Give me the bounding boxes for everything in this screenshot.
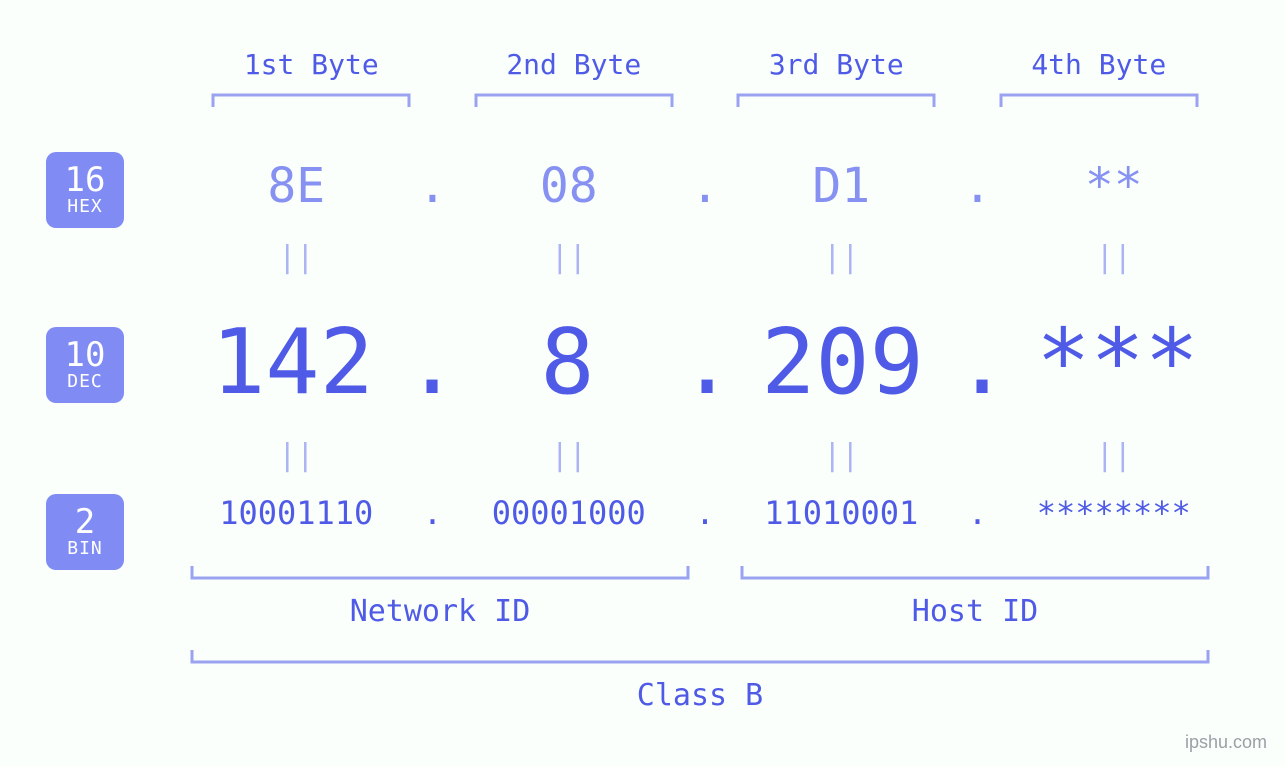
host-id-group: Host ID [740, 566, 1210, 629]
top-bracket-icon [999, 91, 1199, 107]
bin-row: 10001110 . 00001000 . 11010001 . *******… [180, 494, 1230, 532]
byte-header-3-label: 3rd Byte [769, 48, 904, 81]
bin-byte-1: 10001110 [180, 494, 413, 532]
dot-separator: . [958, 158, 998, 214]
network-id-label: Network ID [350, 594, 531, 629]
top-bracket-icon [474, 91, 674, 107]
dot-separator: . [680, 310, 730, 415]
bin-badge: 2 BIN [46, 494, 124, 570]
equals-row-2: || . || . || . || [180, 438, 1230, 473]
bin-badge-num: 2 [75, 505, 95, 541]
dot-separator: . [685, 494, 725, 532]
dec-byte-2: 8 [455, 310, 680, 415]
equals-glyph: || [725, 438, 958, 473]
hex-row: 8E . 08 . D1 . ** [180, 158, 1230, 214]
bin-byte-2: 00001000 [453, 494, 686, 532]
watermark-text: ipshu.com [1185, 732, 1267, 753]
hex-byte-3: D1 [725, 158, 958, 214]
bin-byte-4: ******** [998, 494, 1231, 532]
dec-badge-txt: DEC [67, 373, 103, 392]
byte-header-1: 1st Byte [180, 48, 443, 107]
dec-badge-num: 10 [65, 338, 106, 374]
equals-glyph: || [180, 240, 413, 275]
dot-separator: . [955, 310, 1005, 415]
byte-header-4: 4th Byte [968, 48, 1231, 107]
bottom-bracket-icon [190, 650, 1210, 666]
byte-header-4-label: 4th Byte [1031, 48, 1166, 81]
equals-glyph: || [180, 438, 413, 473]
top-bracket-icon [736, 91, 936, 107]
bin-badge-txt: BIN [67, 540, 103, 559]
dec-byte-4: *** [1005, 310, 1230, 415]
top-bracket-icon [211, 91, 411, 107]
dec-row: 142 . 8 . 209 . *** [180, 310, 1230, 415]
equals-glyph: || [453, 438, 686, 473]
byte-header-row: 1st Byte 2nd Byte 3rd Byte 4th Byte [180, 48, 1230, 107]
class-label: Class B [637, 678, 763, 713]
byte-header-3: 3rd Byte [705, 48, 968, 107]
equals-glyph: || [725, 240, 958, 275]
equals-glyph: || [453, 240, 686, 275]
dec-byte-1: 142 [180, 310, 405, 415]
byte-header-2: 2nd Byte [443, 48, 706, 107]
hex-badge-txt: HEX [67, 198, 103, 217]
equals-glyph: || [998, 438, 1231, 473]
dot-separator: . [958, 494, 998, 532]
byte-header-1-label: 1st Byte [244, 48, 379, 81]
hex-byte-2: 08 [453, 158, 686, 214]
bottom-bracket-icon [740, 566, 1210, 582]
network-id-group: Network ID [190, 566, 690, 629]
hex-badge-num: 16 [65, 163, 106, 199]
bottom-bracket-icon [190, 566, 690, 582]
dot-separator: . [413, 494, 453, 532]
byte-header-2-label: 2nd Byte [506, 48, 641, 81]
dec-byte-3: 209 [730, 310, 955, 415]
host-id-label: Host ID [912, 594, 1038, 629]
dot-separator: . [405, 310, 455, 415]
dot-separator: . [413, 158, 453, 214]
hex-badge: 16 HEX [46, 152, 124, 228]
class-group: Class B [190, 650, 1210, 713]
bin-byte-3: 11010001 [725, 494, 958, 532]
hex-byte-4: ** [998, 158, 1231, 214]
dot-separator: . [685, 158, 725, 214]
equals-glyph: || [998, 240, 1231, 275]
hex-byte-1: 8E [180, 158, 413, 214]
equals-row-1: || . || . || . || [180, 240, 1230, 275]
dec-badge: 10 DEC [46, 327, 124, 403]
